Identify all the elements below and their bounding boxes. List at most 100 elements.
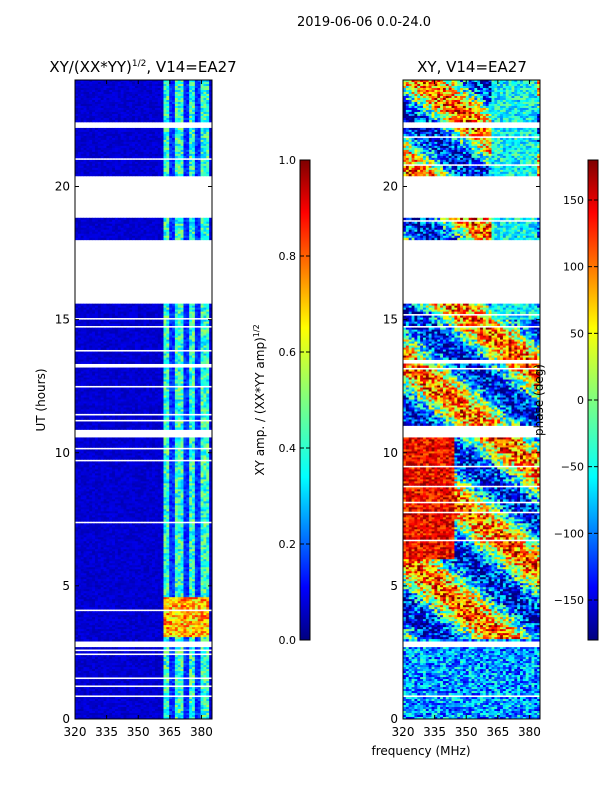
heatmap-cell (80, 101, 84, 105)
heatmap-cell (92, 97, 96, 101)
heatmap-cell (174, 233, 179, 237)
heatmap-cell (77, 315, 82, 319)
heatmap-cell (200, 399, 204, 402)
heatmap-cell (114, 133, 119, 137)
heatmap-cell (89, 219, 93, 223)
heatmap-cell (83, 133, 87, 137)
heatmap-cell (154, 147, 159, 151)
heatmap-cell (160, 131, 164, 135)
heatmap-cell (186, 221, 190, 225)
heatmap-cell (186, 381, 190, 384)
heatmap-cell (203, 223, 207, 227)
heatmap-cell (140, 393, 144, 396)
heatmap-cell (112, 345, 116, 348)
heatmap-cell (152, 225, 156, 229)
heatmap-cell (103, 355, 107, 358)
heatmap-cell (174, 387, 179, 390)
heatmap-cell (132, 229, 136, 233)
heatmap-cell (134, 107, 139, 111)
heatmap-cell (197, 101, 201, 105)
heatmap-cell (177, 383, 182, 386)
heatmap-cell (154, 381, 159, 384)
heatmap-cell (129, 151, 133, 155)
heatmap-cell (100, 87, 104, 91)
heatmap-cell (143, 229, 147, 233)
heatmap-cell (209, 307, 212, 311)
heatmap-cell (166, 347, 170, 350)
heatmap-cell (166, 99, 170, 103)
heatmap-cell (129, 369, 133, 372)
heatmap-cell (172, 133, 176, 137)
heatmap-cell (166, 229, 170, 233)
heatmap-cell (174, 327, 179, 331)
heatmap-cell (92, 159, 96, 163)
heatmap-cell (146, 383, 150, 386)
heatmap-cell (126, 173, 130, 177)
heatmap-cell (192, 345, 196, 348)
heatmap-cell (129, 391, 133, 394)
heatmap-cell (146, 331, 150, 335)
heatmap-cell (177, 393, 182, 396)
heatmap-cell (100, 95, 104, 99)
heatmap-cell (132, 105, 136, 109)
heatmap-cell (120, 359, 124, 362)
heatmap-cell (174, 347, 179, 350)
heatmap-cell (89, 137, 93, 141)
heatmap-cell (129, 355, 133, 358)
heatmap-cell (120, 237, 124, 241)
heatmap-cell (157, 113, 162, 117)
heatmap-cell (200, 233, 204, 237)
heatmap-cell (132, 143, 136, 147)
heatmap-cell (143, 131, 147, 135)
heatmap-cell (117, 235, 122, 239)
heatmap-cell (123, 143, 127, 147)
heatmap-cell (200, 393, 204, 396)
heatmap-cell (192, 361, 196, 364)
heatmap-cell (174, 383, 179, 386)
heatmap-cell (160, 323, 164, 327)
heatmap-cell (163, 329, 167, 333)
heatmap-cell (160, 369, 164, 372)
heatmap-cell (97, 135, 102, 139)
heatmap-cell (94, 227, 99, 231)
heatmap-cell (152, 381, 156, 384)
heatmap-cell (160, 361, 164, 364)
heatmap-cell (160, 409, 164, 412)
heatmap-cell (117, 401, 122, 404)
heatmap-cell (166, 80, 170, 83)
heatmap-cell (126, 371, 130, 374)
heatmap-cell (137, 367, 142, 370)
heatmap-cell (106, 367, 110, 370)
heatmap-cell (169, 237, 173, 241)
heatmap-cell (77, 369, 82, 372)
heatmap-cell (189, 171, 193, 175)
heatmap-cell (200, 95, 204, 99)
heatmap-cell (143, 345, 147, 348)
heatmap-cell (143, 383, 147, 386)
heatmap-cell (92, 313, 96, 317)
heatmap-cell (154, 397, 159, 400)
heatmap-cell (146, 341, 150, 344)
heatmap-cell (123, 407, 127, 410)
heatmap-cell (160, 165, 164, 169)
heatmap-cell (160, 341, 164, 344)
heatmap-cell (94, 135, 99, 139)
heatmap-cell (209, 159, 212, 163)
heatmap-cell (137, 361, 142, 364)
heatmap-cell (189, 303, 193, 307)
heatmap-cell (126, 313, 130, 317)
heatmap-cell (123, 85, 127, 89)
heatmap-cell (166, 339, 170, 342)
heatmap-cell (143, 357, 147, 360)
heatmap-cell (117, 103, 122, 107)
heatmap-cell (103, 165, 107, 169)
heatmap-cell (77, 377, 82, 380)
heatmap-cell (120, 333, 124, 336)
heatmap-cell (114, 85, 119, 89)
heatmap-cell (163, 359, 167, 362)
heatmap-cell (157, 127, 162, 131)
heatmap-cell (80, 173, 84, 177)
heatmap-cell (134, 80, 139, 83)
heatmap-cell (203, 409, 207, 412)
heatmap-cell (80, 335, 84, 338)
